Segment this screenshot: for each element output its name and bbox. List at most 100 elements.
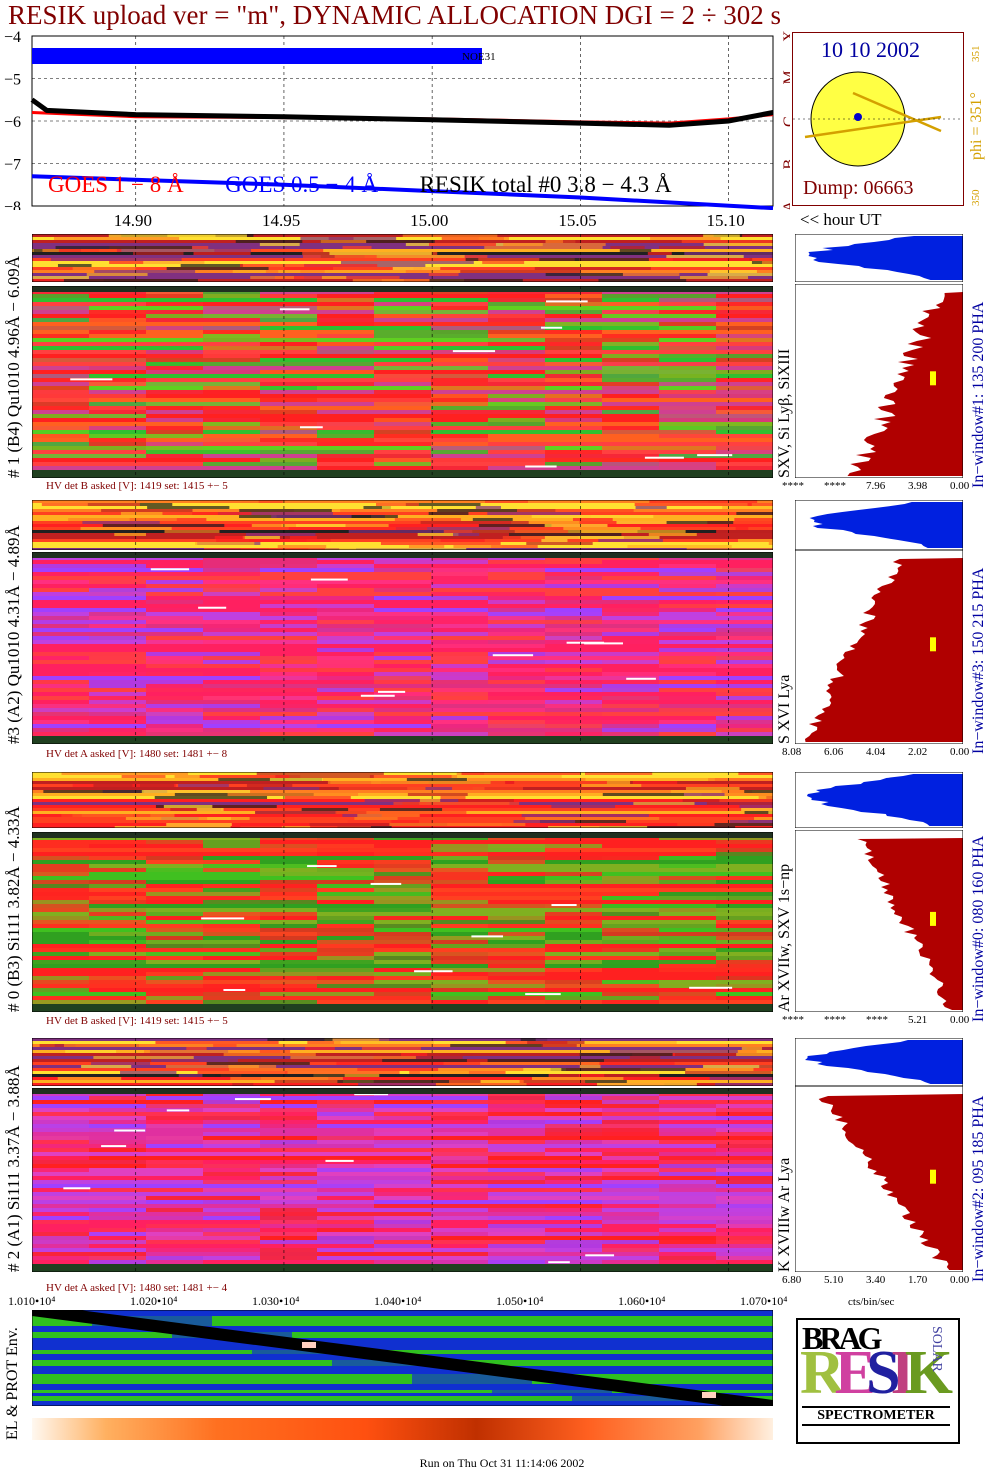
sun-date: 10 10 2002 — [821, 37, 920, 62]
channel-2-pha-tick: 5.21 — [908, 1014, 928, 1026]
channel-3-pha-tick: 1.70 — [908, 1274, 928, 1286]
channel-0-pha-tick: 3.98 — [908, 480, 928, 492]
legend-resik-total: RESIK total #0 3.8 − 4.3 Å — [419, 172, 672, 197]
channel-0-pha-top — [795, 234, 963, 282]
channel-1-pha-histogram — [795, 550, 963, 744]
y-tick-label: −4 — [4, 29, 21, 46]
pha-unit-label: cts/bin/sec — [848, 1296, 895, 1308]
time-tick-label: 14.90 — [113, 211, 152, 230]
time-tick-label: 15.05 — [558, 211, 597, 230]
lightcurve-plot: NOE31 −4 −5 −6 −7 −8 X M C B A — [4, 29, 790, 210]
env-x-tick-label: 1.030•10⁴ — [252, 1294, 300, 1308]
channel-3-pha-tick: 3.40 — [866, 1274, 886, 1286]
noaa-label: NOE31 — [462, 51, 496, 63]
channel-2-hv-text: HV det B asked [V]: 1419 set: 1415 +− 5 — [46, 1015, 228, 1027]
channel-2-pha-tick: **** — [866, 1014, 888, 1026]
phi-bottom: 350 — [970, 189, 982, 207]
channel-3-spectrogram — [32, 1088, 773, 1272]
goes-class-letter: M — [781, 70, 790, 84]
channel-2-pha-label: In−window#0: 080 160 PHA — [970, 835, 987, 1022]
logo-solar: SOLAR — [929, 1326, 944, 1372]
env-x-tick-label: 1.060•10⁴ — [618, 1294, 666, 1308]
channel-2-pha-histogram — [795, 830, 963, 1012]
channel-2-label: # 0 (B3) Si111 3.82Å − 4.33Å — [4, 806, 23, 1012]
env-x-tick-label: 1.040•10⁴ — [374, 1294, 422, 1308]
channel-1-line-label: S XVI Lya — [776, 674, 793, 744]
sun-panel: 10 10 2002 Dump: 06663 — [792, 32, 964, 206]
logo-spectrometer: SPECTROMETER — [802, 1406, 950, 1426]
channel-3-pha-top — [795, 1038, 963, 1086]
channel-1-pha-top — [795, 500, 963, 550]
y-tick-label: −5 — [4, 72, 21, 89]
channel-3-pha-tick: 6.80 — [782, 1274, 802, 1286]
phi-label: phi = 351° — [968, 92, 985, 160]
channel-2-pha-tick: **** — [782, 1014, 804, 1026]
channel-2-line-label: Ar XVIIw, SXV 1s−np — [776, 863, 793, 1012]
time-axis: 14.90 14.95 15.00 15.05 15.10 — [0, 211, 790, 233]
channel-3-top-spectrogram — [32, 1038, 773, 1086]
channel-3-label: # 2 (A1) Si111 3.37Å − 3.88Å — [4, 1065, 23, 1272]
phi-top: 351 — [970, 45, 982, 63]
legend-goes-1-8: GOES 1 − 8 Å — [48, 172, 184, 197]
env-x-axis: 1.010•10⁴ 1.020•10⁴ 1.030•10⁴ 1.040•10⁴ 1.05… — [0, 1294, 790, 1310]
channel-3-pha-histogram — [795, 1086, 963, 1272]
env-x-tick-label: 1.020•10⁴ — [130, 1294, 178, 1308]
channel-0-label: # 1 (B4) Qu1010 4.96Å − 6.09Å — [4, 255, 23, 478]
logo-brag: BRAG — [802, 1320, 882, 1356]
y-tick-label: −6 — [4, 114, 21, 131]
channel-0-pha-tick: **** — [782, 480, 804, 492]
channel-0-hv-text: HV det B asked [V]: 1419 set: 1415 +− 5 — [46, 480, 228, 492]
series-line-2 — [30, 97, 774, 128]
channel-1-hv-text: HV det A asked [V]: 1480 set: 1481 +− 8 — [46, 748, 228, 760]
goes-class-letter: C — [781, 116, 790, 127]
channel-2-pha-tick: **** — [824, 1014, 846, 1026]
page-title: RESIK upload ver = "m", DYNAMIC ALLOCATI… — [8, 0, 782, 30]
env-x-tick-label: 1.010•10⁴ — [8, 1294, 56, 1308]
channel-1-pha-tick: 0.00 — [950, 746, 970, 758]
channel-1-pha-tick: 8.08 — [782, 746, 802, 758]
time-unit-label: << hour UT — [800, 210, 882, 229]
time-tick-label: 15.00 — [410, 211, 449, 230]
channel-1-pha-tick: 2.02 — [908, 746, 928, 758]
time-tick-label: 15.10 — [706, 211, 745, 230]
channel-0-pha-histogram — [795, 284, 963, 478]
channel-0-pha-label: In−window#1: 135 200 PHA — [970, 301, 987, 488]
channel-0-line-label: SXV, Si Lyβ, SiXIII — [776, 348, 793, 478]
channel-3-pha-label: In−window#2: 095 185 PHA — [970, 1095, 987, 1282]
env-label: EL & PROT Env. — [4, 1327, 21, 1440]
run-footer: Run on Thu Oct 31 11:14:06 2002 — [419, 1456, 585, 1470]
channel-3-hv-text: HV det A asked [V]: 1480 set: 1481 +− 4 — [46, 1282, 228, 1294]
channel-0-pha-tick: 7.96 — [866, 480, 886, 492]
goes-class-letter: A — [781, 200, 790, 210]
noaa-region-bar — [32, 48, 482, 64]
goes-legend: GOES 1 − 8 Å GOES 0.5 − 4 Å RESIK total … — [48, 172, 671, 198]
time-tick-label: 14.95 — [261, 211, 301, 230]
env-x-tick-label: 1.050•10⁴ — [496, 1294, 544, 1308]
env-x-tick-label: 1.070•10⁴ — [740, 1294, 788, 1308]
channel-1-pha-tick: 6.06 — [824, 746, 844, 758]
dump-label: Dump: 06663 — [803, 177, 914, 199]
channel-1-pha-tick: 4.04 — [866, 746, 886, 758]
channel-1-spectrogram — [32, 552, 773, 744]
channel-1-top-spectrogram — [32, 500, 773, 550]
channel-1-label: #3 (A2) Qu1010 4.31Å − 4.89Å — [4, 525, 23, 744]
channel-2-pha-tick: 0.00 — [950, 1014, 970, 1026]
y-tick-label: −8 — [4, 199, 21, 210]
channel-0-top-spectrogram — [32, 234, 773, 282]
logo-resik: RESIK — [800, 1339, 953, 1407]
channel-2-spectrogram — [32, 832, 773, 1012]
channel-0-pha-tick: 0.00 — [950, 480, 970, 492]
channel-3-line-label: K XVIIIw Ar Lya — [776, 1157, 793, 1272]
series-line-1 — [31, 174, 774, 210]
sun-disk — [793, 71, 963, 167]
legend-goes-05-4: GOES 0.5 − 4 Å — [225, 172, 379, 197]
channel-3-pha-tick: 0.00 — [950, 1274, 970, 1286]
resik-logo: BRAG RESIK SOLAR SPECTROMETER — [796, 1318, 960, 1444]
env-colorbar — [32, 1418, 773, 1440]
channel-3-pha-tick: 5.10 — [824, 1274, 844, 1286]
y-tick-label: −7 — [4, 157, 21, 174]
channel-2-pha-top — [795, 772, 963, 828]
env-panel — [32, 1310, 773, 1406]
channel-2-top-spectrogram — [32, 772, 773, 828]
goes-class-letter: X — [781, 30, 790, 42]
